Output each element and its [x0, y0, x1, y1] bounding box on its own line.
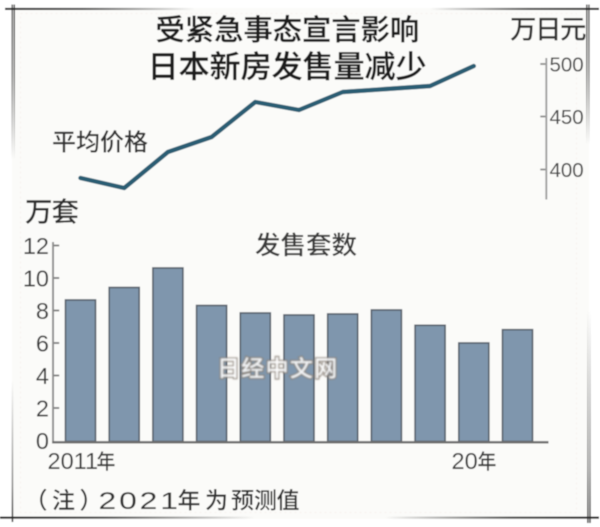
svg-text:2021: 2021: [99, 487, 181, 515]
svg-text:4: 4: [36, 363, 49, 389]
svg-text:2011: 2011: [48, 448, 99, 474]
svg-text:12: 12: [23, 233, 49, 259]
svg-text:500: 500: [550, 53, 584, 76]
svg-text:20: 20: [452, 448, 478, 474]
svg-text:2: 2: [36, 395, 49, 421]
svg-text:8: 8: [36, 298, 49, 324]
svg-text:10: 10: [23, 265, 49, 291]
svg-text:450: 450: [550, 106, 584, 129]
svg-text:0: 0: [36, 428, 49, 454]
svg-text:400: 400: [550, 159, 584, 182]
svg-text:6: 6: [36, 330, 49, 356]
